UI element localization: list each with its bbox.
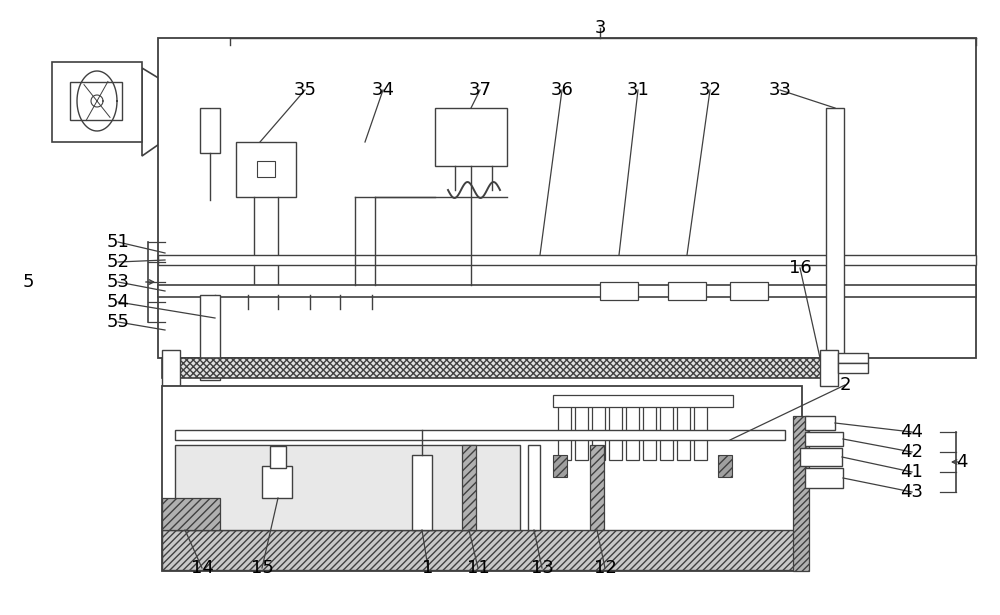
- Text: 37: 37: [468, 81, 492, 99]
- Bar: [793, 416, 809, 571]
- Bar: [158, 285, 976, 297]
- Bar: [158, 38, 976, 358]
- Text: 5: 5: [22, 273, 34, 291]
- Text: 12: 12: [594, 559, 616, 577]
- Bar: [528, 445, 540, 530]
- Bar: [677, 405, 690, 460]
- Text: 13: 13: [531, 559, 553, 577]
- Text: 51: 51: [107, 233, 129, 251]
- Bar: [694, 405, 707, 460]
- Bar: [800, 448, 842, 466]
- Bar: [462, 445, 476, 530]
- Text: 2: 2: [839, 376, 851, 394]
- Bar: [643, 405, 656, 460]
- Text: 43: 43: [900, 483, 923, 501]
- Bar: [730, 282, 768, 300]
- Bar: [626, 405, 639, 460]
- Bar: [600, 282, 638, 300]
- Bar: [270, 446, 286, 468]
- Text: 1: 1: [422, 559, 434, 577]
- Bar: [668, 282, 706, 300]
- Bar: [162, 358, 838, 378]
- Bar: [609, 405, 622, 460]
- Bar: [162, 386, 802, 571]
- Bar: [70, 82, 122, 120]
- Text: 14: 14: [191, 559, 213, 577]
- Bar: [590, 445, 604, 530]
- Bar: [162, 498, 220, 530]
- Text: 44: 44: [900, 423, 923, 441]
- Text: 36: 36: [551, 81, 573, 99]
- Text: 15: 15: [251, 559, 273, 577]
- Bar: [660, 405, 673, 460]
- Bar: [592, 405, 605, 460]
- Bar: [838, 363, 868, 373]
- Bar: [52, 62, 142, 142]
- Polygon shape: [273, 327, 283, 333]
- Polygon shape: [210, 327, 220, 333]
- Bar: [162, 530, 802, 570]
- Bar: [838, 353, 868, 363]
- Bar: [435, 108, 507, 166]
- Polygon shape: [335, 327, 345, 333]
- Polygon shape: [305, 327, 315, 333]
- Text: 3: 3: [594, 19, 606, 37]
- Bar: [262, 466, 292, 498]
- Bar: [553, 395, 733, 407]
- Bar: [805, 468, 843, 488]
- Bar: [257, 161, 275, 177]
- Text: 34: 34: [372, 81, 395, 99]
- Bar: [412, 455, 432, 530]
- Polygon shape: [367, 327, 377, 333]
- Text: 53: 53: [107, 273, 130, 291]
- Text: 42: 42: [900, 443, 923, 461]
- Bar: [820, 350, 838, 386]
- Text: 4: 4: [956, 453, 968, 471]
- Text: 33: 33: [768, 81, 791, 99]
- Bar: [805, 416, 835, 430]
- Polygon shape: [243, 327, 253, 333]
- Bar: [718, 455, 732, 477]
- Bar: [158, 255, 976, 265]
- Bar: [175, 430, 785, 440]
- Bar: [553, 455, 567, 477]
- Bar: [558, 405, 571, 460]
- Text: 11: 11: [467, 559, 489, 577]
- Bar: [805, 432, 843, 446]
- Text: 55: 55: [107, 313, 130, 331]
- Text: 41: 41: [901, 463, 923, 481]
- Bar: [575, 405, 588, 460]
- Text: 52: 52: [107, 253, 130, 271]
- Bar: [236, 142, 296, 197]
- Text: 16: 16: [789, 259, 811, 277]
- Text: 54: 54: [107, 293, 130, 311]
- Text: 35: 35: [294, 81, 317, 99]
- Bar: [826, 108, 844, 358]
- Text: 32: 32: [698, 81, 722, 99]
- Bar: [200, 295, 220, 380]
- Bar: [200, 108, 220, 153]
- Text: 31: 31: [627, 81, 649, 99]
- Bar: [162, 350, 180, 386]
- Bar: [175, 445, 520, 530]
